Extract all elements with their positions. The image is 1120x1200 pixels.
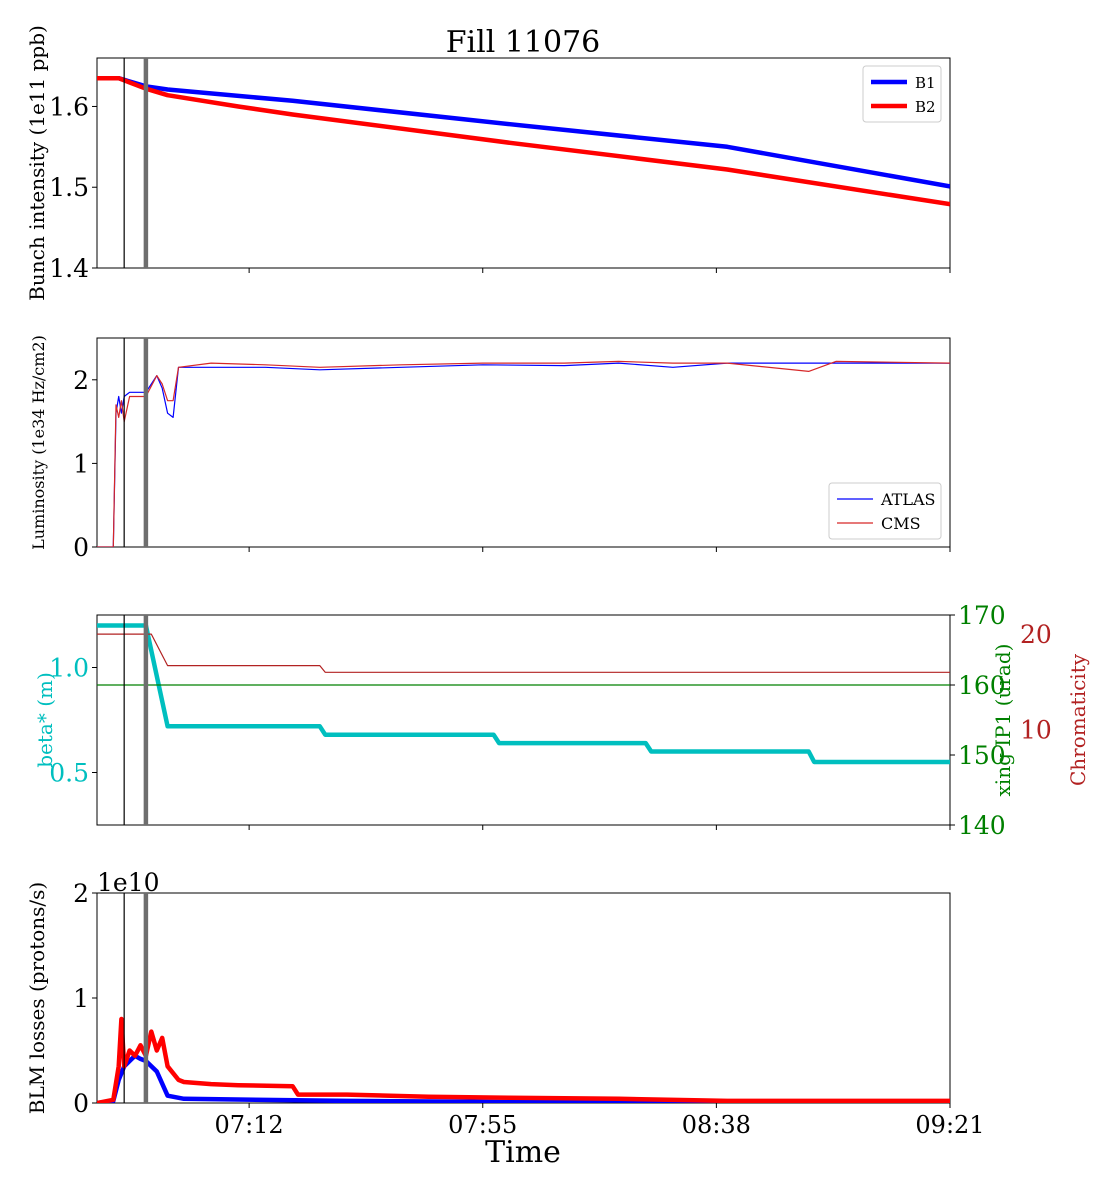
legend: ATLAS CMS [828,482,942,540]
y-tick-label: 2 [73,879,89,908]
series-line-atlas [97,362,950,547]
series-line-b2 [97,1016,950,1103]
y2-tick-label: 150 [958,741,1006,770]
legend-label: B1 [915,74,936,92]
axes-frame [96,892,951,1104]
axes-frame [96,57,951,269]
legend-label: ATLAS [880,490,936,509]
series-line-b1 [97,1053,950,1103]
legend-label: CMS [881,514,921,533]
series-line-b2 [97,75,950,207]
panel-2: 0 1 2 Luminosity (1e34 Hz/cm2) ATLAS CMS [29,335,951,562]
y-tick-label: 1 [73,449,89,478]
x-tick-label: 08:38 [682,1111,751,1139]
legend-label: B2 [915,98,936,116]
panel-4: 07:12 07:55 08:38 09:21 0 1 2 BLM losses (proto… [25,868,985,1139]
y-offset-label: 1e10 [97,868,160,897]
x-tick-label: 07:55 [448,1111,517,1139]
series-line-chromaticity [97,633,950,673]
y3-axis-label: Chromaticity [1066,653,1090,786]
y2-tick-label: 170 [958,601,1006,630]
y-tick-label: 2 [73,366,89,395]
y-tick-label: 1.6 [49,92,89,121]
x-tick-label: 07:12 [215,1111,284,1139]
y3-tick-label: 20 [1020,620,1052,649]
y-tick-label: 0.5 [49,759,89,788]
axes-frame [96,337,951,548]
y2-axis-label: xing IP1 (urad) [991,644,1015,797]
y-axis-label: beta* (m) [33,672,57,768]
y-tick-label: 1.0 [49,654,89,683]
y-tick-label: 0 [73,533,89,562]
y-tick-label: 0 [73,1089,89,1118]
y-axis-label: Bunch intensity (1e11 ppb) [25,25,49,301]
legend-box [828,482,942,540]
y-axis-label: Luminosity (1e34 Hz/cm2) [29,335,48,550]
y-tick-label: 1.5 [49,173,89,202]
series-line-cms [97,360,950,547]
y2-tick-label: 140 [958,811,1006,840]
y2-tick-label: 160 [958,671,1006,700]
axes-frame [96,614,951,826]
series-line-b1 [97,75,950,189]
y-axis-label: BLM losses (protons/s) [25,882,49,1114]
y-tick-label: 1 [73,984,89,1013]
x-axis-label: Time [485,1135,561,1170]
y-tick-label: 1.4 [49,254,89,283]
series-line-beta- [97,623,950,765]
figure-title: Fill 11076 [446,25,601,60]
x-tick-label: 09:21 [915,1111,984,1139]
y3-tick-label: 10 [1020,716,1052,745]
